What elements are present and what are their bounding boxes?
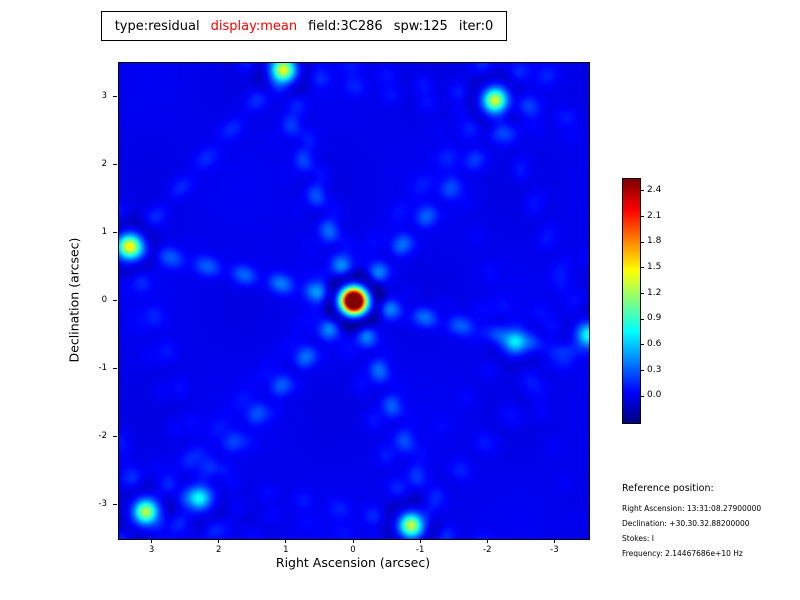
colorbar-tick-mark — [641, 293, 644, 295]
x-tick-mark — [486, 539, 488, 543]
y-tick-label: 1 — [101, 226, 107, 237]
colorbar-tick-label: 2.1 — [647, 210, 662, 221]
y-tick-mark — [113, 231, 117, 233]
x-tick-label: 0 — [350, 545, 356, 555]
y-tick-label: 2 — [101, 158, 107, 169]
x-tick-mark — [352, 539, 354, 543]
colorbar-tick-label: 1.2 — [647, 287, 662, 298]
colorbar — [622, 178, 641, 424]
heatmap-canvas — [119, 63, 589, 539]
y-tick-label: -3 — [98, 498, 107, 509]
colorbar-tick-mark — [641, 344, 644, 346]
x-tick-label: 2 — [215, 545, 222, 555]
y-tick-mark — [113, 503, 117, 505]
colorbar-tick-mark — [641, 216, 644, 218]
x-axis-label: Right Ascension (arcsec) — [275, 555, 431, 570]
image-plot — [118, 62, 590, 540]
y-tick-mark — [113, 367, 117, 369]
colorbar-tick-mark — [641, 318, 644, 320]
y-axis-label: Declination (arcsec) — [66, 237, 82, 363]
x-tick-mark — [553, 539, 555, 543]
colorbar-tick-mark — [641, 370, 644, 372]
title-segment: type:residual — [114, 18, 200, 34]
reference-line: Declination: +30.30.32.88200000 — [622, 519, 750, 528]
x-tick-mark — [151, 539, 153, 543]
y-tick-mark — [113, 95, 117, 97]
title-segment: field:3C286 — [308, 18, 383, 34]
x-tick-label: -2 — [483, 545, 492, 555]
reference-line: Right Ascension: 13:31:08.27900000 — [622, 504, 762, 513]
reference-line: Stokes: I — [622, 534, 655, 543]
colorbar-tick-label: 0.9 — [647, 313, 662, 324]
plot-title: type:residual display:mean field:3C286 spw:… — [101, 11, 507, 41]
y-tick-mark — [113, 163, 117, 165]
x-tick-label: -3 — [550, 545, 559, 555]
colorbar-gradient — [623, 179, 640, 423]
title-segment: spw:125 — [393, 18, 448, 34]
colorbar-tick-mark — [641, 395, 644, 397]
reference-position-block: Reference position: Right Ascension: 13:… — [622, 483, 798, 561]
colorbar-tick-label: 1.8 — [647, 236, 662, 247]
y-tick-mark — [113, 299, 117, 301]
y-tick-label: -1 — [98, 362, 107, 373]
colorbar-tick-mark — [641, 190, 644, 192]
colorbar-tick-label: 1.5 — [647, 261, 662, 272]
y-tick-label: -2 — [98, 430, 107, 441]
y-tick-mark — [113, 435, 117, 437]
x-tick-mark — [218, 539, 220, 543]
x-tick-mark — [419, 539, 421, 543]
colorbar-tick-label: 0.6 — [647, 338, 662, 349]
reference-heading: Reference position: — [622, 483, 714, 494]
x-tick-label: -1 — [415, 545, 425, 555]
x-tick-label: 1 — [283, 545, 289, 555]
x-tick-mark — [285, 539, 287, 543]
title-segment: display:mean — [210, 18, 298, 34]
colorbar-tick-label: 0.3 — [647, 364, 662, 375]
reference-lines: Right Ascension: 13:31:08.27900000 Declin… — [622, 501, 798, 561]
reference-line: Frequency: 2.14467686e+10 Hz — [622, 549, 743, 558]
colorbar-tick-label: 2.4 — [647, 184, 662, 195]
colorbar-tick-mark — [641, 267, 644, 269]
y-tick-label: 0 — [101, 294, 107, 305]
colorbar-tick-label: 0.0 — [647, 390, 662, 401]
title-segment: iter:0 — [458, 18, 494, 34]
colorbar-tick-mark — [641, 241, 644, 243]
y-tick-label: 3 — [101, 90, 107, 101]
x-tick-label: 3 — [148, 545, 155, 555]
